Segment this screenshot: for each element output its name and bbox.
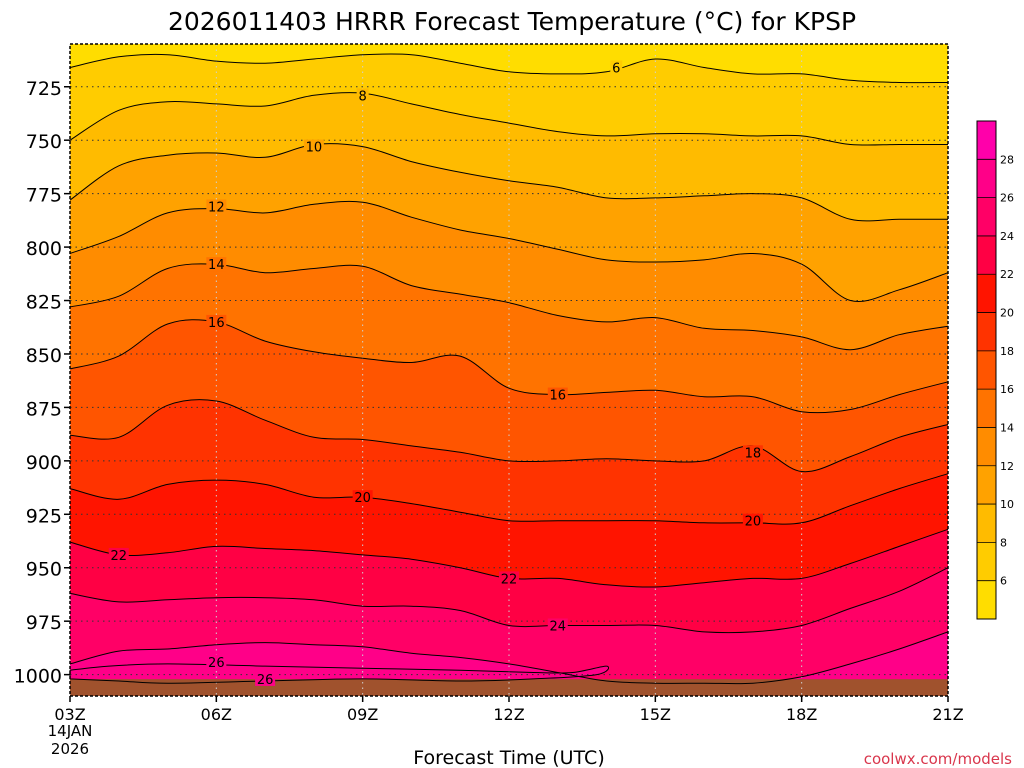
colorbar-swatch xyxy=(977,312,996,351)
x-axis: 03Z 06Z 09Z 12Z 15Z 18Z 21Z xyxy=(54,696,964,724)
y-tick-label: 875 xyxy=(26,398,62,420)
contour-label: 6 xyxy=(612,62,620,77)
y-tick-label: 775 xyxy=(26,185,62,207)
x-axis-title: Forecast Time (UTC) xyxy=(413,747,604,768)
filled-contour-bands xyxy=(70,44,948,697)
y-tick-label: 950 xyxy=(26,559,62,581)
colorbar-swatch xyxy=(977,427,996,466)
colorbar-tick-label: 26 xyxy=(1000,192,1014,205)
x-tick-label: 15Z xyxy=(640,705,671,724)
contour-label: 24 xyxy=(550,619,567,634)
contour-label-bg xyxy=(547,387,568,402)
watermark: coolwx.com/models xyxy=(864,750,1012,768)
contour-label-bg xyxy=(206,314,227,329)
colorbar-swatch xyxy=(977,389,996,428)
contour-label: 10 xyxy=(306,141,323,156)
contour-line-26-closed xyxy=(69,663,609,684)
contour-label: 26 xyxy=(208,656,225,671)
contour-labels: 6 8 10 12 14 16 16 18 20 20 22 22 24 26 26 xyxy=(108,60,763,688)
contour-label-bg xyxy=(352,490,373,505)
colorbar-swatch xyxy=(977,235,996,275)
contour-label: 14 xyxy=(208,258,225,273)
contour-label-bg xyxy=(742,513,763,528)
colorbar-tick-label: 20 xyxy=(1000,307,1014,320)
contour-label: 16 xyxy=(208,316,225,331)
contour-label: 18 xyxy=(745,446,762,461)
contour-label-bg xyxy=(255,671,276,686)
contour-label-bg xyxy=(206,257,227,272)
y-tick-label: 800 xyxy=(26,238,62,260)
colorbar-swatch xyxy=(977,197,996,236)
contour-label: 22 xyxy=(501,572,518,587)
colorbar-tick-label: 28 xyxy=(1000,153,1014,166)
x-tick-label: 12Z xyxy=(493,705,524,724)
y-tick-label: 850 xyxy=(26,345,62,367)
x-tick-label: 03Z xyxy=(54,705,85,724)
colorbar-tick-label: 8 xyxy=(1000,536,1007,549)
y-tick-label: 925 xyxy=(26,505,62,527)
contour-label-bg xyxy=(547,618,568,633)
colorbar-swatch xyxy=(977,274,996,313)
y-tick-label: 825 xyxy=(26,292,62,314)
colorbar-tick-label: 16 xyxy=(1000,383,1014,396)
contour-label: 20 xyxy=(354,491,371,506)
date-label-line-2: 2026 xyxy=(51,740,89,758)
colorbar-swatch xyxy=(977,580,996,619)
colorbar-swatch xyxy=(977,121,996,160)
gridlines xyxy=(69,44,949,696)
contour-label: 8 xyxy=(359,89,367,104)
colorbar-swatch xyxy=(977,542,996,581)
contour-line-20 xyxy=(69,473,949,525)
y-axis: 725 750 775 800 825 850 875 900 925 950 975 1000 xyxy=(14,78,70,688)
y-tick-label: 1000 xyxy=(14,666,62,688)
colorbar-swatch xyxy=(977,159,996,198)
contour-line-26 xyxy=(69,631,949,685)
contour-label: 22 xyxy=(111,549,128,564)
contour-label-bg xyxy=(356,88,369,103)
contour-label-bg xyxy=(499,571,519,586)
colorbar-swatch xyxy=(977,465,996,505)
contour-label-bg xyxy=(108,547,129,562)
y-tick-label: 725 xyxy=(26,78,62,100)
colorbar-frame xyxy=(976,120,997,620)
contour-line-10 xyxy=(69,143,948,222)
colorbar-tick-label: 24 xyxy=(1000,230,1014,243)
contour-label-bg xyxy=(610,60,623,75)
x-tick-label: 09Z xyxy=(347,705,378,724)
colorbar-tick-label: 10 xyxy=(1000,498,1014,511)
contour-line-6 xyxy=(69,53,949,84)
contour-label: 26 xyxy=(257,673,274,688)
colorbar-tick-label: 12 xyxy=(1000,460,1014,473)
x-tick-label: 18Z xyxy=(786,705,817,724)
contour-line-8 xyxy=(69,92,948,146)
y-tick-label: 975 xyxy=(26,612,62,634)
date-label-line-1: 14JAN xyxy=(48,722,93,740)
contour-label: 16 xyxy=(550,389,567,404)
colorbar-swatch xyxy=(977,504,996,543)
contour-line-24 xyxy=(69,567,949,634)
colorbar-tick-label: 18 xyxy=(1000,345,1014,358)
colorbar-tick-label: 6 xyxy=(1000,575,1007,588)
contour-line-18 xyxy=(69,399,949,473)
colorbar-tick-label: 14 xyxy=(1000,421,1014,434)
colorbar-tick-label: 22 xyxy=(1000,268,1014,281)
colorbar-swatch xyxy=(977,350,996,390)
x-tick-label: 06Z xyxy=(201,705,232,724)
x-tick-label: 21Z xyxy=(932,705,963,724)
contour-label: 20 xyxy=(745,515,762,530)
band-fill-closed-pocket xyxy=(70,663,609,684)
contour-label-bg xyxy=(303,139,324,154)
y-tick-label: 900 xyxy=(26,452,62,474)
contour-label-bg xyxy=(742,445,763,460)
contour-label-bg xyxy=(206,199,227,214)
chart-title: 2026011403 HRRR Forecast Temperature (°C… xyxy=(168,7,856,36)
contour-label-bg xyxy=(206,654,227,669)
y-tick-label: 750 xyxy=(26,131,62,153)
contour-label: 12 xyxy=(208,200,225,215)
colorbar: 6 8 10 12 14 16 18 20 22 24 26 28 xyxy=(976,120,1014,620)
